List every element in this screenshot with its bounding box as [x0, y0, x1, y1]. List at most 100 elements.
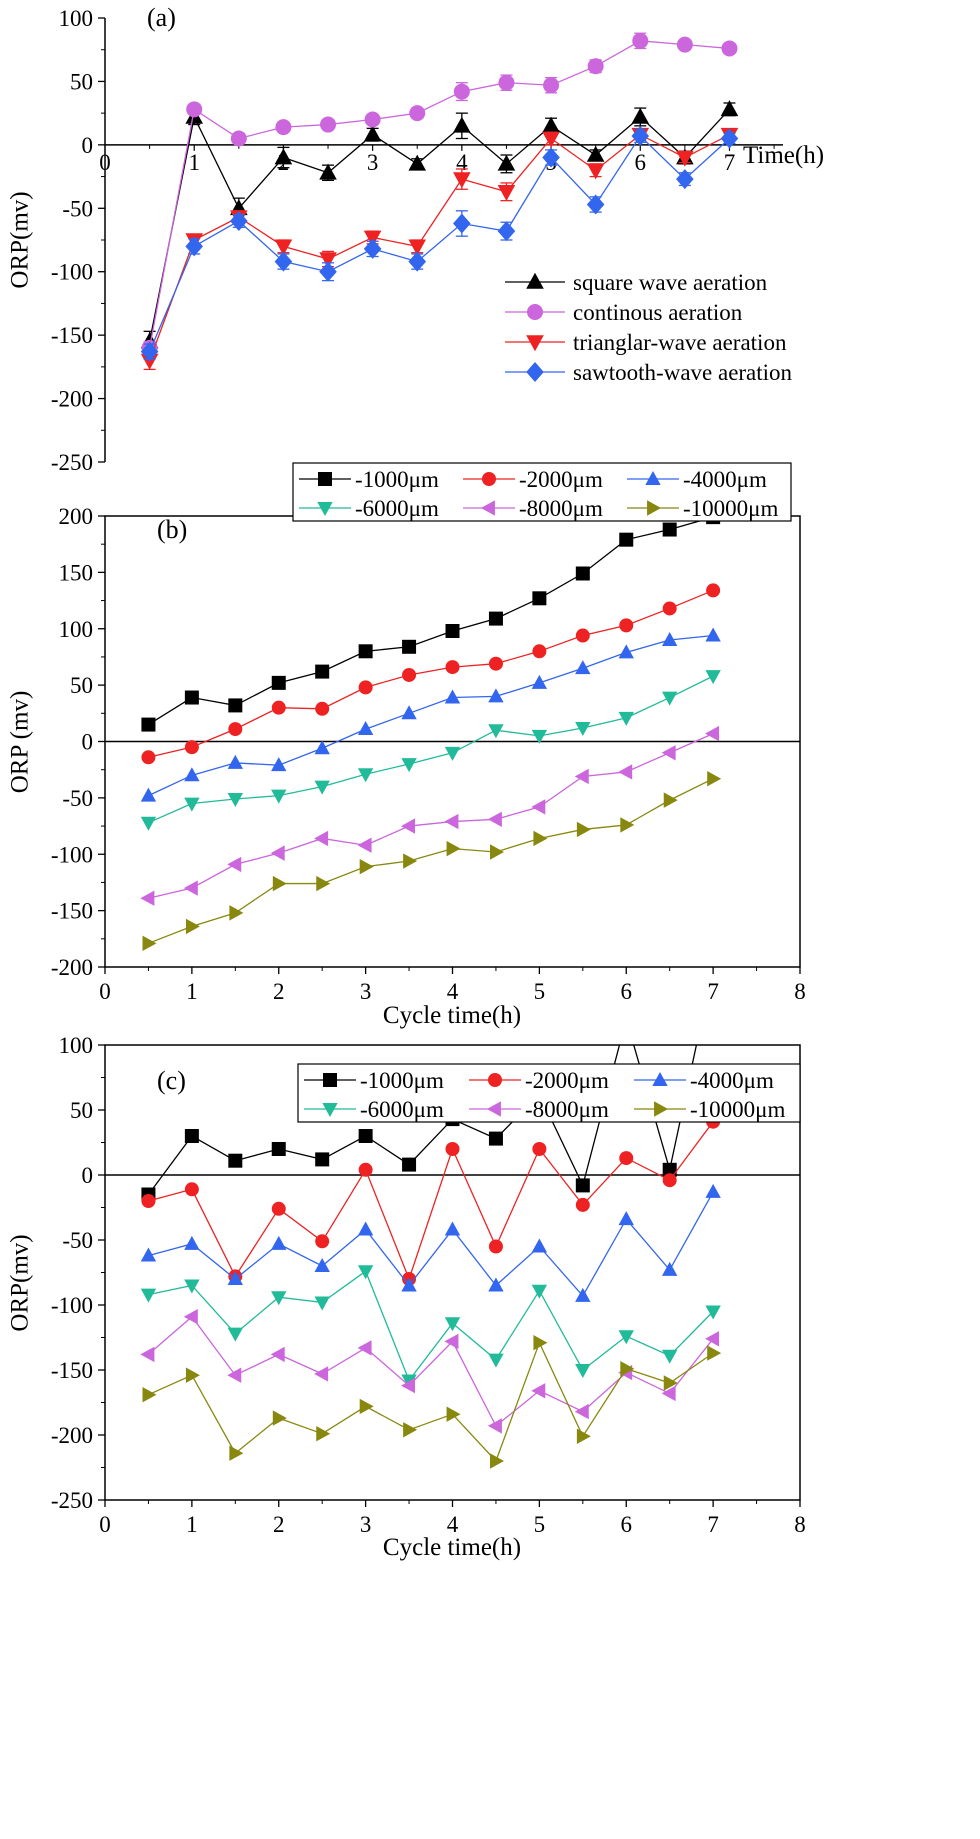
legend-marker — [647, 500, 662, 516]
data-point — [619, 1012, 633, 1026]
series-line — [148, 1121, 714, 1281]
y-tick-label: 0 — [82, 1163, 94, 1188]
data-point — [620, 1361, 635, 1377]
data-point — [357, 1340, 372, 1356]
data-point — [408, 239, 427, 256]
data-point — [271, 675, 286, 690]
y-tick-label: -100 — [51, 1293, 93, 1318]
data-point — [488, 1353, 504, 1368]
data-point — [316, 875, 331, 892]
data-point — [142, 935, 157, 952]
y-tick-label: -50 — [62, 1228, 93, 1253]
data-point — [270, 1346, 285, 1363]
series-group — [140, 516, 722, 952]
data-point — [230, 210, 248, 231]
data-point — [453, 172, 471, 189]
data-point — [676, 169, 694, 190]
data-point — [531, 1284, 548, 1299]
legend-marker — [480, 500, 495, 516]
data-point — [141, 750, 156, 765]
legend-marker — [645, 470, 661, 485]
data-point — [705, 1305, 721, 1320]
legend-marker — [652, 1071, 668, 1086]
data-point — [662, 1173, 677, 1188]
data-point — [358, 644, 373, 659]
y-tick-label: 0 — [82, 730, 94, 755]
data-point — [271, 1235, 287, 1250]
series--2000-m — [141, 1114, 721, 1286]
data-point — [446, 840, 461, 857]
series-line — [147, 1045, 698, 1195]
y-tick-label: 100 — [59, 617, 94, 642]
data-point — [184, 767, 200, 782]
y-tick-label: 50 — [70, 69, 93, 94]
panel-label: (b) — [157, 515, 187, 544]
data-point — [184, 690, 199, 705]
legend-label: -8000μm — [519, 496, 603, 521]
data-point — [705, 1331, 720, 1347]
legend-marker — [527, 304, 543, 320]
series--6000-m — [140, 1265, 721, 1389]
data-point — [574, 768, 589, 785]
x-tick-label: 0 — [99, 979, 111, 1004]
data-point — [140, 816, 157, 831]
x-tick-label: 2 — [273, 1512, 285, 1537]
data-point — [445, 624, 460, 639]
data-point — [705, 627, 721, 642]
x-tick-label: 2 — [273, 979, 285, 1004]
data-point — [185, 1367, 200, 1383]
series-line — [148, 634, 714, 797]
data-point — [587, 58, 604, 75]
data-point — [662, 522, 677, 537]
x-tick-label: 3 — [360, 979, 372, 1004]
legend-marker — [323, 1073, 337, 1087]
data-point — [542, 116, 560, 133]
data-point — [661, 745, 676, 761]
legend-label: -4000μm — [683, 467, 767, 492]
data-point — [620, 817, 635, 833]
data-point — [314, 1366, 329, 1382]
data-point — [314, 740, 330, 755]
data-point — [576, 821, 591, 838]
data-point — [401, 818, 416, 834]
data-point — [315, 1234, 330, 1249]
y-tick-label: -50 — [62, 196, 93, 221]
series-sawtooth-wave-aeration — [140, 125, 739, 362]
y-tick-label: 100 — [59, 1033, 94, 1058]
data-point — [314, 780, 330, 795]
legend-marker — [318, 472, 332, 486]
data-point — [358, 680, 373, 695]
data-point — [586, 163, 605, 180]
y-tick-label: 50 — [70, 1098, 93, 1123]
data-point — [453, 116, 471, 133]
legend: -1000μm -2000μm -4000μm -6000μm -8000μm -1000… — [292, 462, 792, 522]
data-point — [401, 705, 417, 720]
data-point — [271, 700, 286, 715]
data-point — [315, 701, 330, 716]
data-point — [707, 771, 722, 787]
data-point — [444, 1333, 459, 1350]
data-point — [543, 77, 560, 94]
data-point — [542, 131, 560, 148]
data-point — [319, 261, 337, 282]
legend-label: -8000μm — [525, 1097, 609, 1122]
data-point — [186, 101, 203, 118]
x-axis-title: Time(h) — [743, 142, 824, 169]
data-point — [314, 1257, 330, 1272]
data-point — [488, 1277, 504, 1292]
data-point — [409, 105, 426, 122]
series-continous-aeration — [141, 32, 738, 356]
data-point — [631, 107, 650, 124]
data-point — [271, 1142, 286, 1156]
data-point — [314, 1296, 330, 1311]
data-point — [319, 252, 337, 269]
data-point — [575, 566, 590, 581]
legend: square wave aeration continous aeration tr… — [505, 270, 793, 385]
panel-label: (a) — [147, 3, 176, 32]
data-point — [228, 698, 243, 713]
y-tick-label: -200 — [51, 1423, 93, 1448]
series-line — [148, 1191, 714, 1298]
data-point — [183, 1309, 198, 1325]
x-tick-label: 3 — [367, 150, 379, 175]
